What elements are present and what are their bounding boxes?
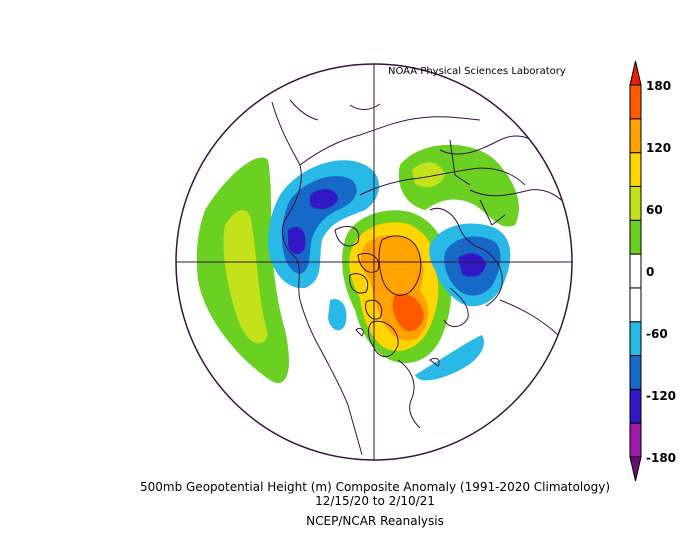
colorbar-tick-0: 0 [646,265,655,279]
anomaly-shading [196,144,519,383]
date-range: 12/15/20 to 2/10/21 [315,494,435,508]
eurasia-high-anomaly [398,144,519,227]
colorbar-swatch [629,118,642,154]
colorbar-tick-120: 120 [646,141,672,155]
meridian-lines [176,64,572,460]
colorbar-cap-high [629,60,642,86]
map-title: 500mb Geopotential Height (m) Composite … [139,480,610,494]
colorbar-tick-60: 60 [646,203,663,217]
coastlines [271,99,571,456]
colorbar-swatch [629,287,642,323]
data-source: NCEP/NCAR Reanalysis [306,514,444,528]
atlantic-low-anomaly [415,335,484,381]
colorbar-swatch [629,219,642,255]
colorbar-swatch [629,185,642,221]
colorbar-tick-minus-120: -120 [646,389,677,403]
colorbar-swatch [629,253,642,289]
colorbar-swatch [629,152,642,187]
east-pacific-low-anomaly [328,299,347,331]
colorbar-tick-180: 180 [646,79,672,93]
colorbar-swatch [629,84,642,120]
colorbar-swatch [629,355,642,390]
colorbar [629,60,642,482]
pacific-high-anomaly [196,157,290,383]
colorbar-tick-minus-60: -60 [646,327,668,341]
credit-label: NOAA Physical Sciences Laboratory [388,66,566,77]
colorbar-swatch [629,422,642,458]
colorbar-tick-minus-180: -180 [646,451,677,465]
colorbar-swatch [629,321,642,357]
north-america-low-anomaly [268,160,380,289]
hemisphere-outline [175,63,573,461]
colorbar-cap-low [629,456,642,482]
colorbar-swatch [629,388,642,424]
